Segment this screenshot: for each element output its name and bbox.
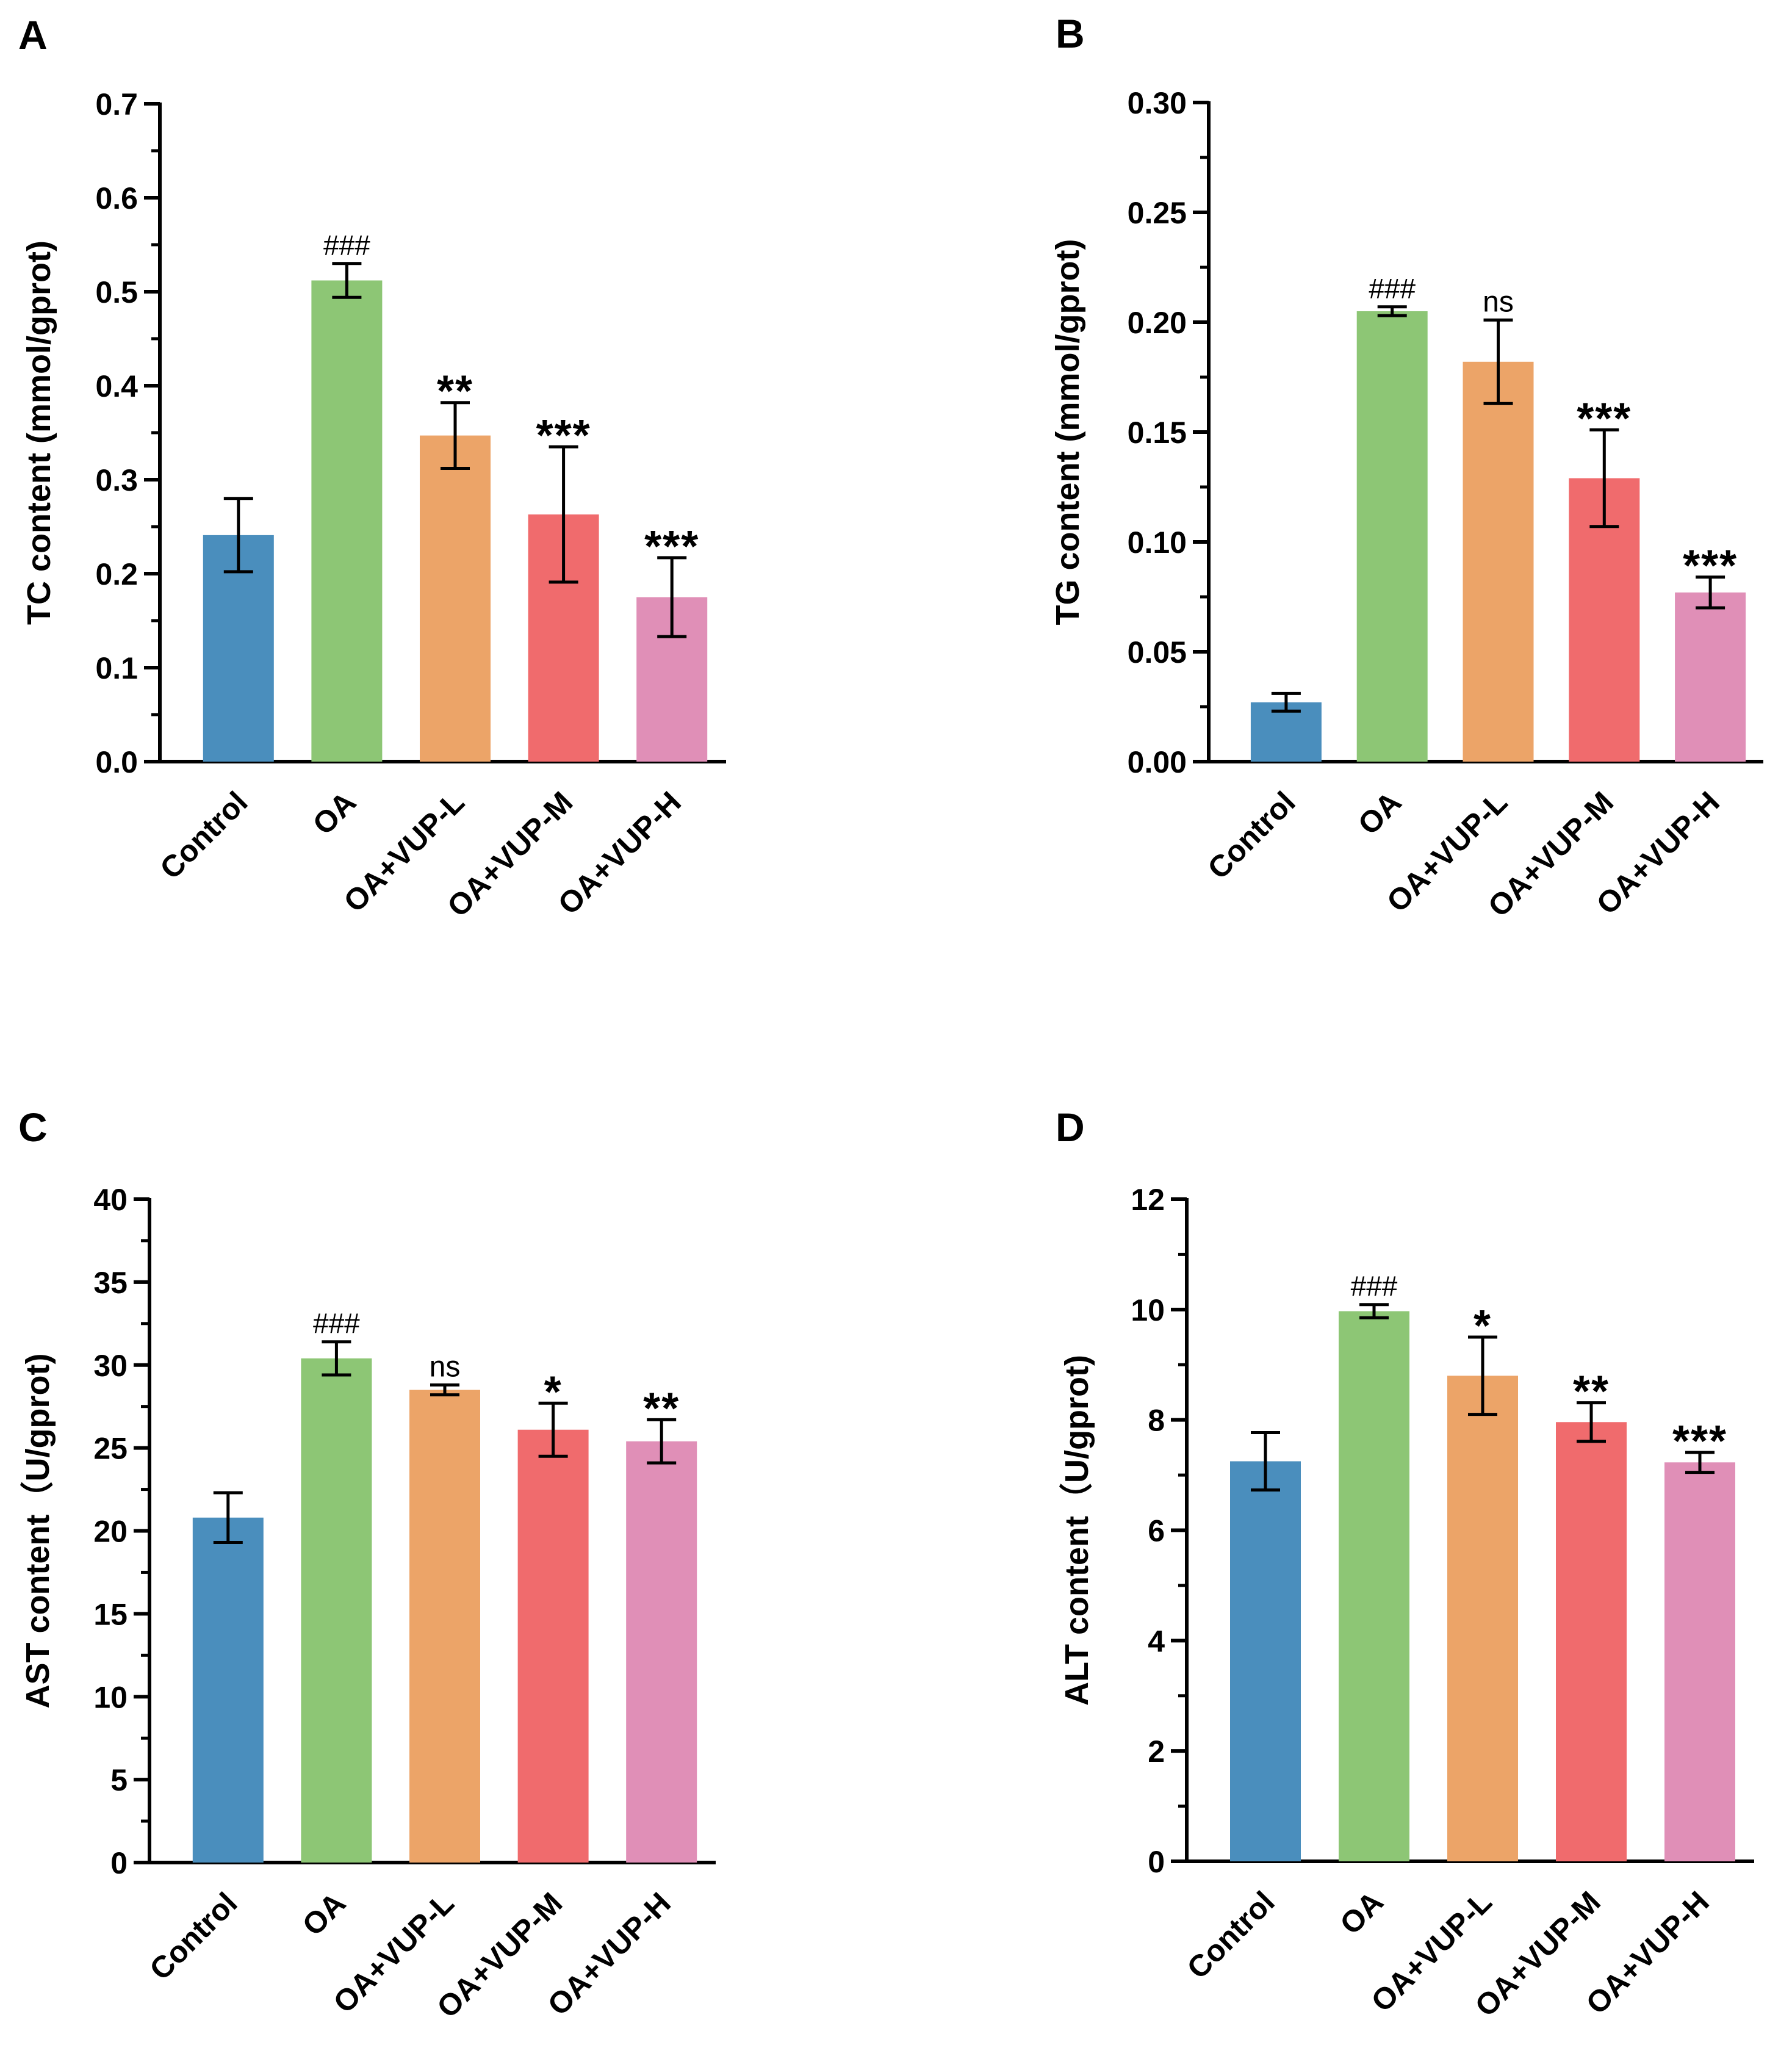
y-tick-label: 0.10	[1128, 525, 1187, 560]
y-tick-label: 4	[1148, 1624, 1165, 1658]
significance-label: ***	[644, 522, 699, 571]
y-tick-label: 0.30	[1128, 86, 1187, 120]
y-tick-label: 0.6	[95, 181, 138, 215]
significance-label: ns	[430, 1351, 461, 1383]
bar-control	[1230, 1461, 1301, 1861]
x-tick-label: OA	[1333, 1885, 1390, 1941]
significance-label: ***	[1683, 542, 1738, 591]
y-axis-title: TG content (mmol/gprot)	[1049, 239, 1086, 626]
y-tick-label: 15	[93, 1597, 128, 1631]
y-axis-title: TC content (mmol/gprot)	[21, 240, 57, 625]
bar-oa-vup-l	[409, 1390, 480, 1863]
bar-oa-vup-l	[1463, 361, 1534, 762]
y-tick-label: 5	[110, 1763, 128, 1797]
y-tick-label: 40	[93, 1183, 128, 1217]
significance-label: ###	[1369, 273, 1416, 305]
x-tick-label: Control	[1181, 1885, 1281, 1985]
significance-label: ***	[1577, 394, 1632, 443]
y-tick-label: 0.05	[1128, 635, 1187, 669]
significance-label: **	[643, 1384, 680, 1433]
significance-label: *	[1474, 1302, 1492, 1351]
panel-letter: B	[1056, 11, 1085, 56]
bar-oa-vup-m	[517, 1429, 589, 1863]
panel-b: B 0.00 0.05 0.10 0.15 0.20 0.25 0.30 TG content …	[1049, 11, 1763, 923]
y-tick-label: 0.15	[1128, 416, 1187, 450]
y-tick-label: 0	[110, 1846, 128, 1880]
x-tick-label: OA	[306, 785, 363, 842]
y-tick-label: 30	[93, 1349, 128, 1383]
y-tick-label: 0	[1148, 1845, 1165, 1879]
significance-label: *	[544, 1368, 563, 1416]
significance-label: ***	[1672, 1417, 1727, 1466]
bar-oa-vup-m	[1556, 1422, 1627, 1861]
bar-oa-vup-h	[1675, 592, 1746, 762]
bar-oa	[311, 280, 383, 762]
y-tick-label: 25	[93, 1432, 128, 1466]
y-tick-label: 10	[93, 1680, 128, 1714]
y-tick-label: 0.3	[95, 463, 138, 497]
y-tick-label: 0.25	[1128, 196, 1187, 230]
significance-label: ns	[1483, 286, 1514, 318]
y-tick-label: 0.1	[95, 651, 138, 685]
y-tick-label: 0.00	[1128, 745, 1187, 779]
y-tick-label: 20	[93, 1515, 128, 1549]
significance-label: ###	[323, 229, 370, 261]
bar-oa	[1356, 311, 1428, 762]
y-tick-label: 10	[1131, 1293, 1165, 1327]
significance-label: ###	[1351, 1271, 1398, 1302]
y-tick-label: 0.4	[95, 369, 138, 403]
bar-oa-vup-h	[626, 1441, 697, 1863]
bar-oa	[1339, 1311, 1409, 1861]
y-tick-label: 6	[1148, 1514, 1165, 1548]
panel-letter: C	[18, 1105, 48, 1150]
y-tick-label: 0.0	[95, 745, 138, 779]
bar-oa-vup-h	[1664, 1462, 1735, 1861]
y-tick-label: 12	[1131, 1183, 1165, 1217]
y-tick-label: 8	[1148, 1404, 1165, 1438]
y-tick-label: 0.20	[1128, 306, 1187, 340]
bar-oa-vup-l	[1447, 1376, 1518, 1861]
y-tick-label: 2	[1148, 1734, 1165, 1769]
panel-d: D 0 2 4 6 8 10 12 ALT content（U/gprot) Control ###…	[1056, 1105, 1754, 2023]
y-axis-title: AST content（U/gprot)	[20, 1354, 56, 1709]
x-tick-label: Control	[153, 785, 254, 886]
panel-a: A 0.0 0.1 0.2 0.3 0.4 0.5 0.6 0.7 TC content (mmo…	[18, 12, 726, 923]
bar-oa-vup-l	[420, 435, 491, 762]
bar-control	[192, 1517, 264, 1863]
x-tick-label: Control	[1201, 785, 1301, 886]
y-axis-title: ALT content（U/gprot)	[1059, 1355, 1095, 1706]
significance-label: **	[437, 367, 473, 416]
x-tick-label: OA	[1351, 785, 1408, 842]
y-tick-label: 0.2	[95, 557, 138, 591]
significance-label: ***	[536, 411, 591, 460]
y-tick-label: 0.5	[95, 275, 138, 309]
x-tick-label: OA	[296, 1886, 353, 1942]
panel-c: C 0 5 10 15 20 25 30 35 40 AST content（U/gprot) Con…	[18, 1105, 716, 2024]
significance-label: ###	[313, 1308, 360, 1340]
y-tick-label: 0.7	[95, 87, 138, 121]
panel-letter: A	[18, 12, 48, 57]
bar-oa	[301, 1358, 372, 1863]
panel-letter: D	[1056, 1105, 1085, 1150]
significance-label: **	[1573, 1368, 1610, 1416]
x-tick-label: Control	[143, 1886, 243, 1986]
y-tick-label: 35	[93, 1266, 128, 1300]
